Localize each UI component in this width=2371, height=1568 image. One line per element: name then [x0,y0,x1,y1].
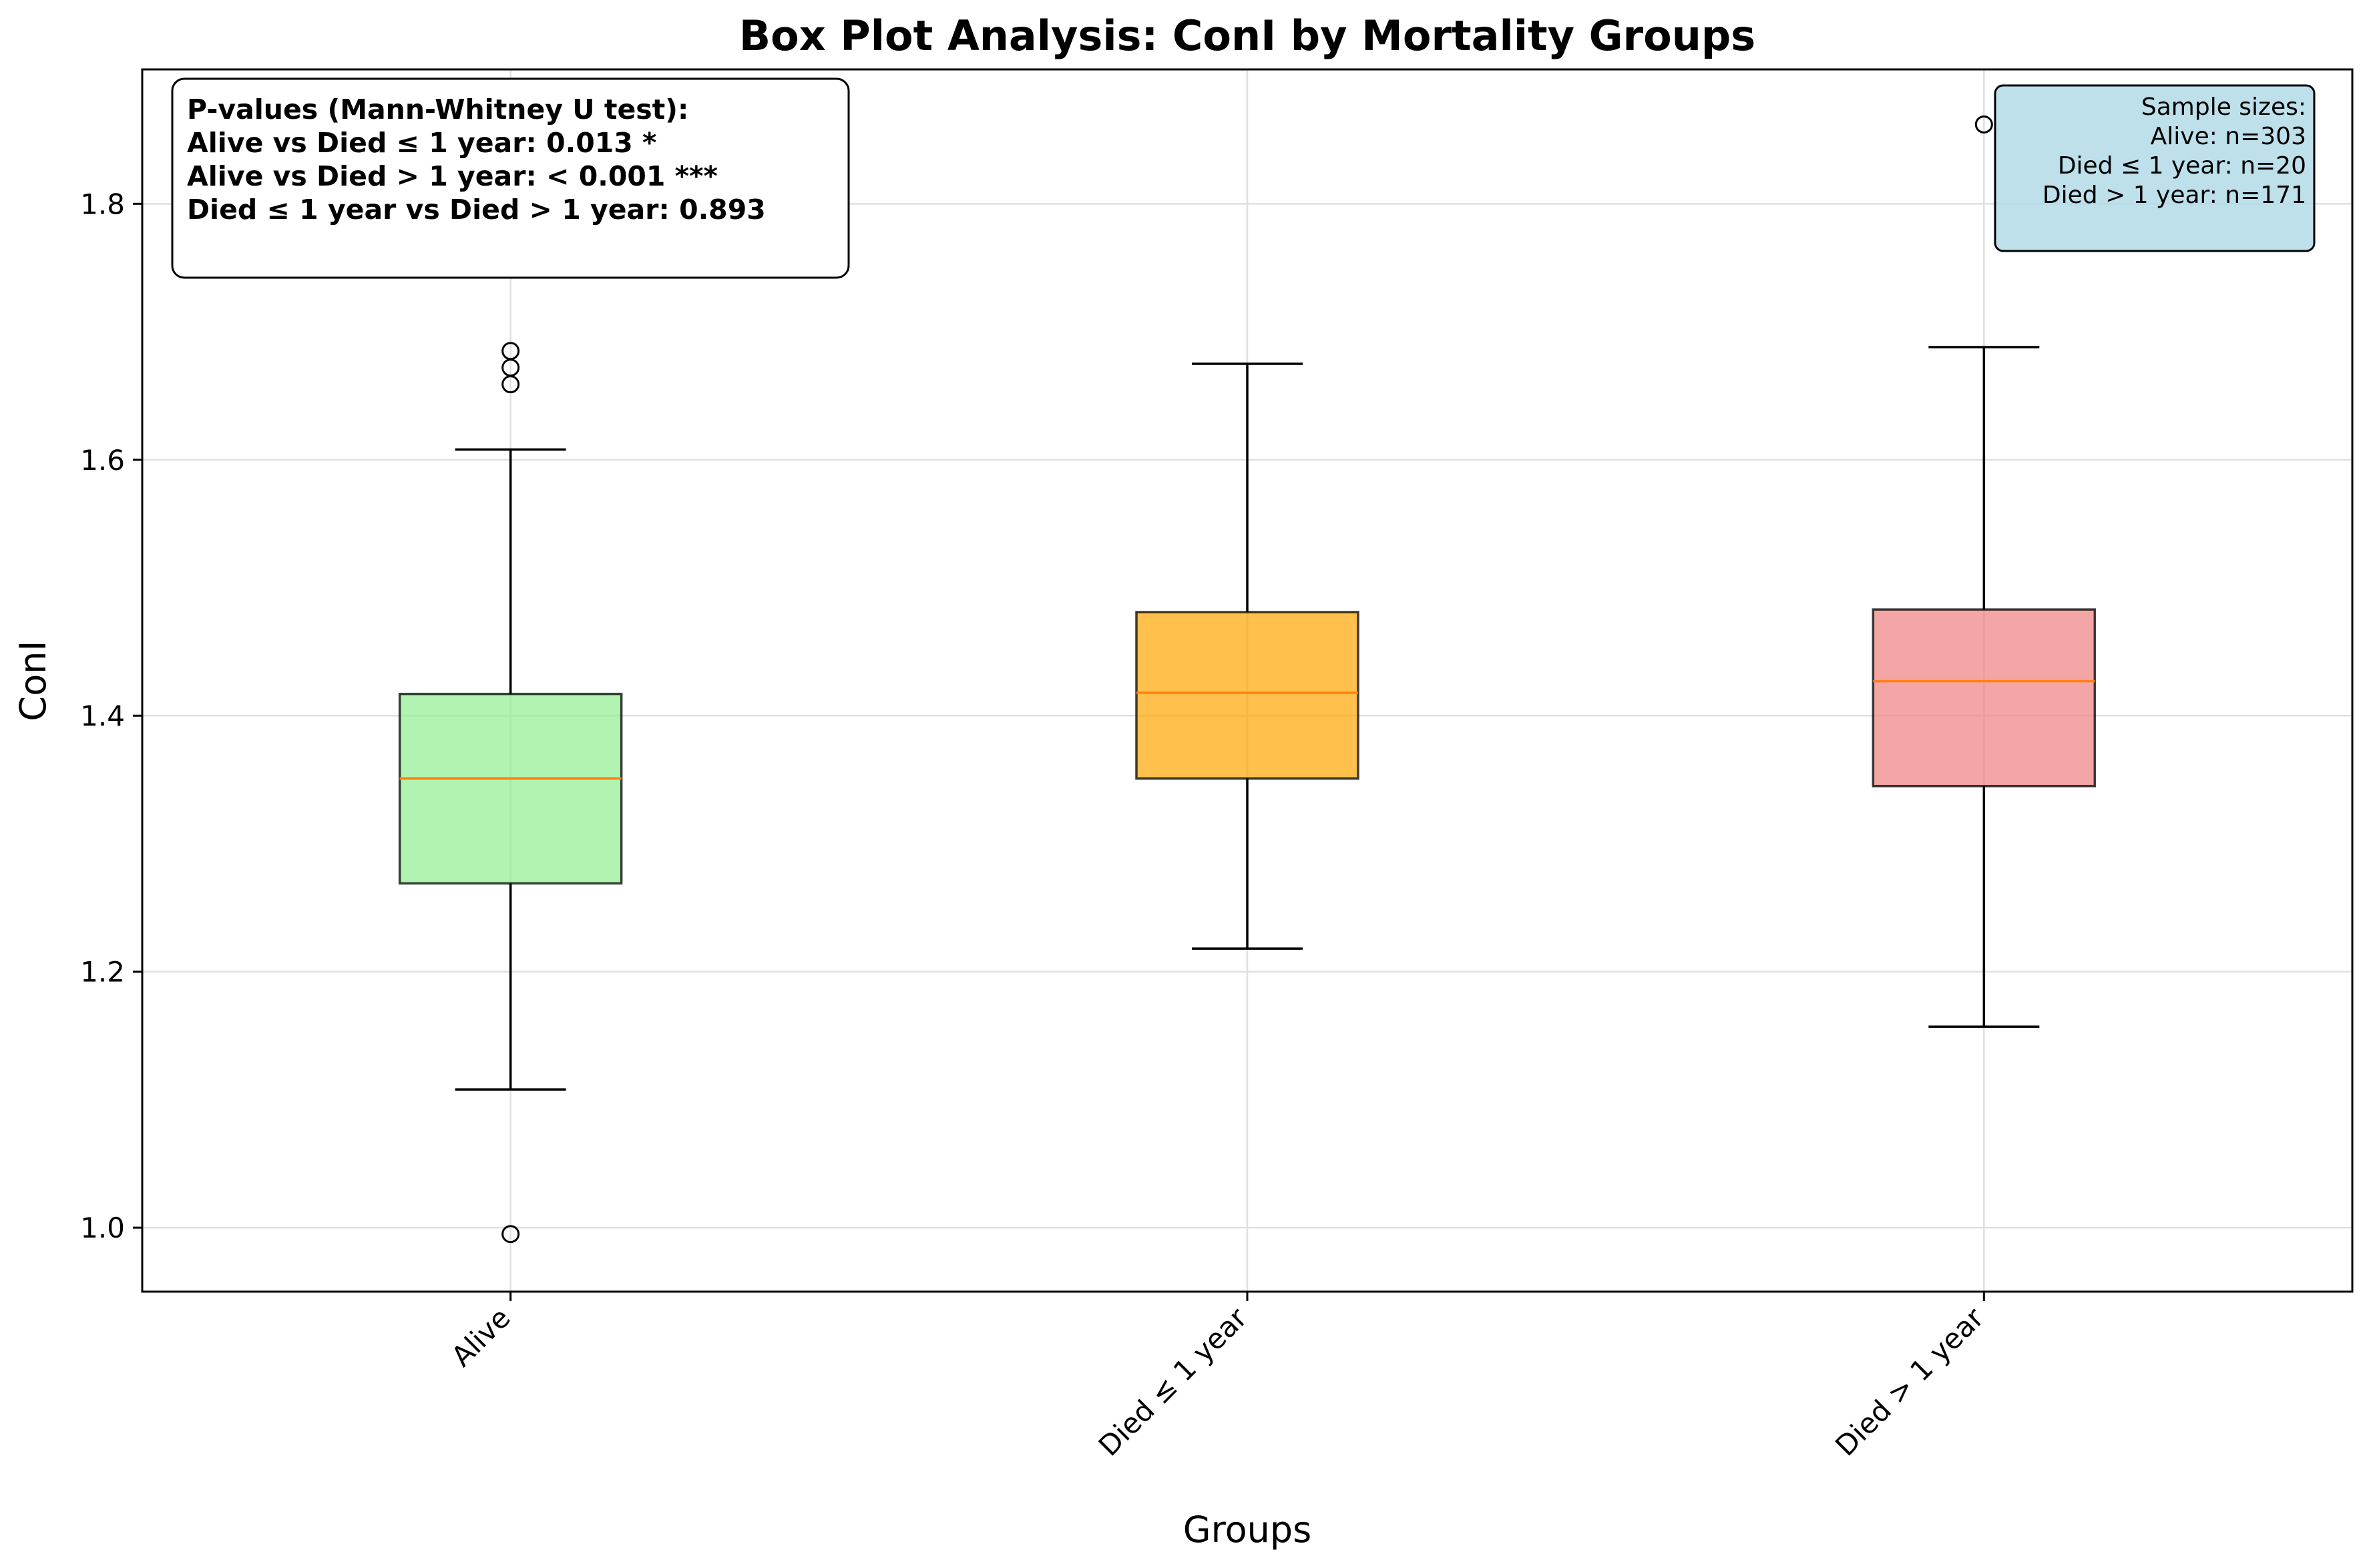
sample-size-box-background [1994,84,2316,252]
y-axis-label: ConI [12,641,54,722]
outlier-point [501,1225,520,1244]
sample-size-line: Alive: n=303 [2151,123,2306,150]
pvalue-line: Alive vs Died ≤ 1 year: 0.013 * [187,127,657,159]
pvalue-line: Died ≤ 1 year vs Died > 1 year: 0.893 [187,194,766,226]
pvalue-annotation-box: P-values (Mann-Whitney U test): Alive vs… [171,77,850,279]
outlier-point [501,342,520,360]
box-group [1872,115,2097,1028]
x-tick-label: Alive [445,1301,516,1372]
pvalue-box-background [171,77,850,279]
x-axis-ticks: Alive Died ≤ 1 year Died > 1 year [445,1292,1990,1463]
y-tick-label: 1.8 [80,188,125,220]
y-tick-label: 1.6 [80,444,125,477]
x-axis-label: Groups [1183,1509,1312,1551]
sample-size-line: Died ≤ 1 year: n=20 [2058,152,2306,180]
iqr-box [1872,608,2097,788]
box-group [398,342,623,1244]
sample-size-annotation-box: Sample sizes: Alive: n=303 Died ≤ 1 year… [1994,84,2316,252]
pvalue-line: P-values (Mann-Whitney U test): [187,93,688,125]
y-tick-label: 1.4 [80,700,125,732]
y-tick-label: 1.2 [80,956,125,989]
x-tick-label: Died ≤ 1 year [1092,1301,1254,1463]
y-tick-label: 1.0 [80,1212,125,1244]
box-group [1135,362,1359,950]
pvalue-line: Alive vs Died > 1 year: < 0.001 *** [187,160,718,192]
x-tick-label: Died > 1 year [1829,1301,1990,1463]
sample-size-line: Died > 1 year: n=171 [2042,182,2306,209]
box-series [398,115,2097,1244]
y-axis-ticks: 1.0 1.2 1.4 1.6 1.8 [80,188,142,1244]
iqr-box [1135,611,1359,780]
iqr-box [398,692,623,885]
chart-title: Box Plot Analysis: ConI by Mortality Gro… [739,11,1755,60]
outlier-point [1974,115,1993,134]
sample-size-line: Sample sizes: [2141,93,2306,121]
